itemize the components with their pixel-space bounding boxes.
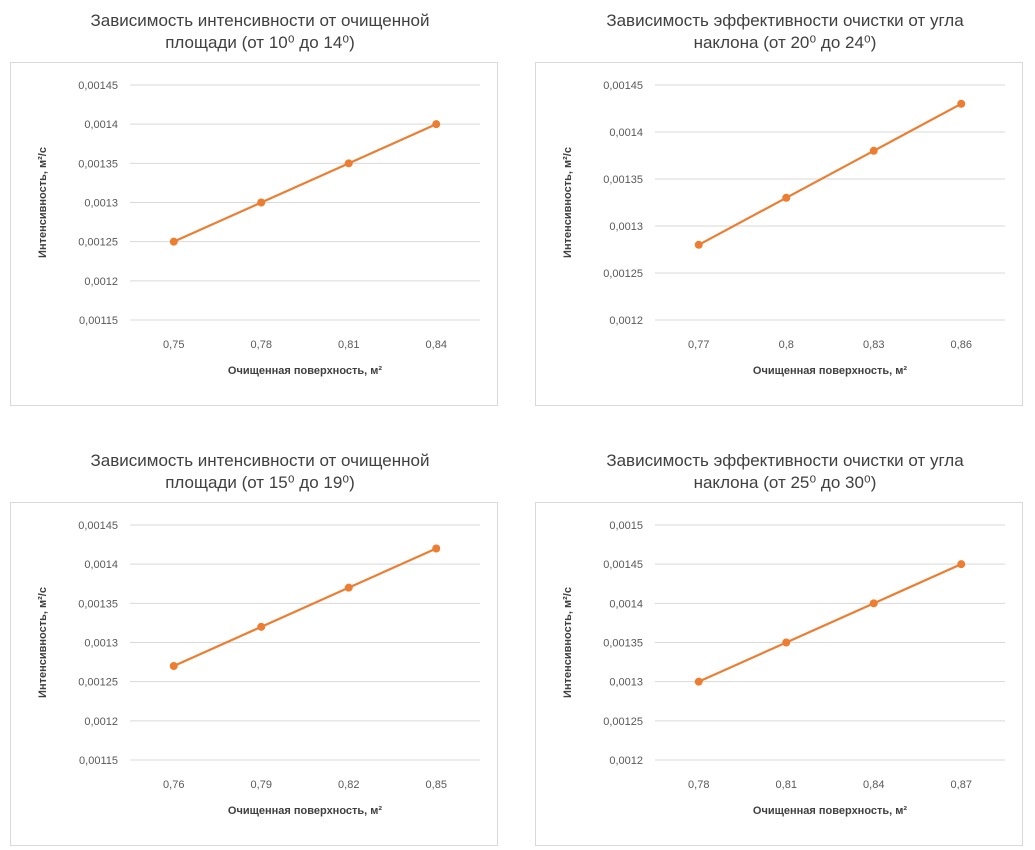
x-tick-label: 0,8 [779,339,794,351]
series-line [698,563,962,683]
data-point [782,638,791,647]
y-axis-label: Интенсивность, м²/с [562,147,574,258]
data-point [957,99,966,108]
chart-title: Зависимость эффективности очистки от угл… [535,10,1035,54]
chart-title-line2: площади (от 10⁰ до 14⁰) [165,33,355,52]
chart-title-line2: наклона (от 25⁰ до 30⁰) [693,473,877,492]
x-tick-label: 0,77 [688,339,709,351]
y-tick-label: 0,00115 [79,315,118,327]
y-tick-label: 0,00145 [603,80,643,92]
y-tick-label: 0,0014 [609,127,643,139]
y-tick-label: 0,0012 [609,315,643,327]
y-tick-label: 0,00125 [603,268,643,280]
chart-title-line1: Зависимость интенсивности от очищенной [90,11,430,30]
y-axis-label: Интенсивность, м²/с [37,587,49,698]
chart-title-line2: площади (от 15⁰ до 19⁰) [165,473,355,492]
data-point [869,146,878,155]
chart-svg: 0,0012 0,00125 0,0013 0,00135 0,0014 0,00145 0… [562,520,1005,817]
data-point [869,599,878,608]
y-axis-label: Интенсивность, м²/с [562,587,574,698]
chart-title-line1: Зависимость интенсивности от очищенной [90,451,430,470]
x-tick-label: 0,87 [951,779,972,791]
x-tick-label: 0,84 [863,779,884,791]
y-tick-label: 0,0013 [84,638,118,650]
x-tick-label: 0,78 [688,779,709,791]
data-point [957,560,966,569]
x-axis-label: Очищенная поверхность, м² [753,805,908,817]
chart-title-line1: Зависимость эффективности очистки от угл… [606,11,964,30]
data-point [169,237,178,246]
data-point [344,159,353,168]
y-tick-label: 0,0014 [84,119,118,131]
y-tick-label: 0,0013 [84,198,118,210]
data-point [169,662,178,670]
y-tick-label: 0,00145 [603,559,643,571]
y-tick-label: 0,0013 [609,677,643,689]
x-tick-label: 0,79 [251,779,272,791]
data-point [432,544,441,553]
x-tick-label: 0,81 [338,339,359,351]
chart-svg: 0,0012 0,00125 0,0013 0,00135 0,0014 0,00145 0… [562,80,1005,377]
chart-title: Зависимость эффективности очистки от угл… [535,450,1035,494]
y-tick-label: 0,00145 [78,520,118,532]
y-tick-label: 0,00125 [78,237,118,249]
chart-title: Зависимость интенсивности от очищенной п… [10,10,510,54]
y-tick-label: 0,00115 [79,755,118,767]
x-axis-label: Очищенная поверхность, м² [228,365,383,377]
data-point [694,677,703,686]
x-tick-label: 0,82 [338,779,359,791]
y-tick-label: 0,0012 [84,276,118,288]
chart-frame [10,62,498,406]
y-tick-label: 0,00135 [78,598,118,610]
y-tick-label: 0,0014 [609,598,643,610]
x-tick-label: 0,84 [426,339,447,351]
chart-title: Зависимость интенсивности от очищенной п… [10,450,510,494]
y-tick-label: 0,00125 [603,716,643,728]
x-axis-label: Очищенная поверхность, м² [753,365,908,377]
data-point [257,198,266,207]
y-tick-label: 0,0014 [84,559,118,571]
x-tick-label: 0,78 [251,339,272,351]
x-tick-label: 0,85 [426,779,447,791]
y-tick-label: 0,00135 [603,174,643,186]
chart-svg: 0,00115 0,0012 0,00125 0,0013 0,00135 0,0014 0… [37,80,480,377]
y-axis-label: Интенсивность, м²/с [37,147,49,258]
series-line [173,123,437,243]
y-tick-label: 0,0012 [84,716,118,728]
y-tick-label: 0,00145 [78,80,118,92]
x-axis-label: Очищенная поверхность, м² [228,805,383,817]
y-tick-label: 0,00125 [78,677,118,689]
chart-svg: 0,00115 0,0012 0,00125 0,0013 0,00135 0,0014 0… [37,520,480,817]
chart-frame [535,502,1023,846]
series-line [173,547,437,668]
data-point [344,583,353,592]
x-tick-label: 0,81 [776,779,797,791]
x-tick-label: 0,76 [163,779,184,791]
series-line [698,102,962,246]
x-tick-label: 0,75 [163,339,184,351]
data-point [432,120,441,129]
x-tick-label: 0,86 [951,339,972,351]
chart-title-line2: наклона (от 20⁰ до 24⁰) [693,33,877,52]
x-tick-label: 0,83 [863,339,884,351]
data-point [694,240,703,249]
data-point [782,193,791,202]
y-tick-label: 0,00135 [78,158,118,170]
chart-title-line1: Зависимость эффективности очистки от угл… [606,451,964,470]
chart-frame [535,62,1023,406]
data-point [257,622,266,631]
chart-frame [10,502,498,846]
y-tick-label: 0,0015 [609,520,643,532]
y-tick-label: 0,00135 [603,638,643,650]
y-tick-label: 0,0012 [609,755,643,767]
y-tick-label: 0,0013 [609,221,643,233]
